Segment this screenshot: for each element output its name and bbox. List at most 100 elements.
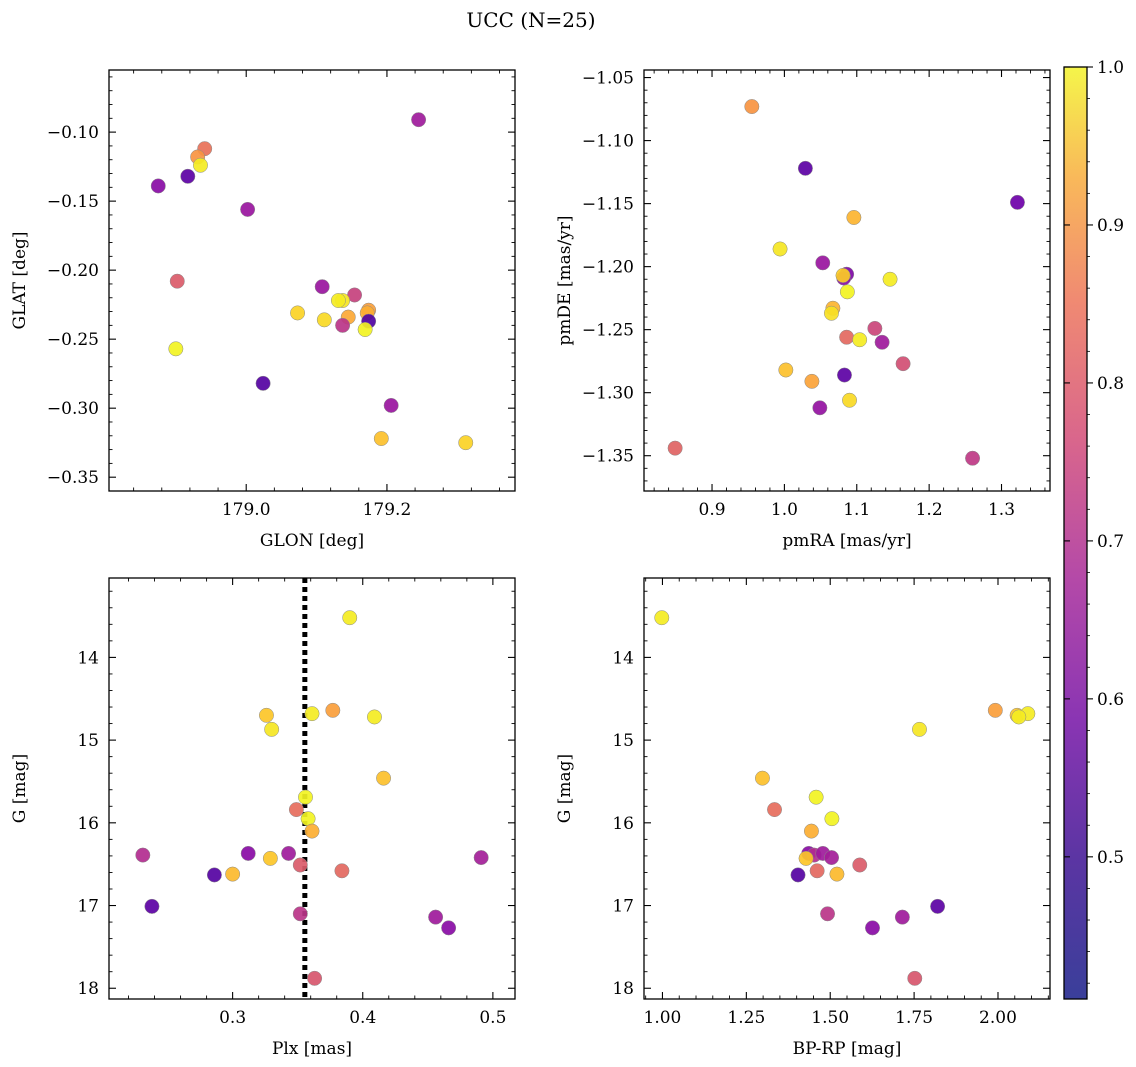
y-tick-label: −1.05: [582, 69, 634, 89]
x-tick-label: 179.0: [222, 500, 271, 520]
colorbar-tick-label: 0.9: [1097, 216, 1124, 236]
data-point: [852, 857, 868, 873]
x-tick-label: 179.2: [363, 500, 412, 520]
data-point: [839, 284, 855, 300]
data-point: [330, 293, 346, 308]
y-tick-label: −0.15: [47, 192, 99, 212]
data-point: [255, 375, 271, 391]
data-point: [798, 850, 814, 866]
panel-2: 0.9 1.0 1.1 1.2 1.3 −1.35 −1.30 −1.25 −1.20 −1.15…: [555, 69, 1051, 551]
data-point: [829, 866, 845, 882]
scatter-points: [135, 610, 489, 986]
data-point: [325, 702, 341, 718]
y-tick-label: 14: [612, 648, 634, 668]
data-point: [824, 850, 840, 866]
y-tick-label: 17: [77, 897, 99, 917]
data-point: [842, 392, 857, 408]
y-tick-label: 17: [612, 897, 634, 917]
axis-ticks: 1.00 1.25 1.50 1.75 2.00 14 15 16 17 18: [612, 578, 1050, 1028]
y-tick-label: −1.30: [582, 384, 634, 404]
plot-frame: [108, 69, 516, 492]
x-tick-label: 1.1: [843, 500, 870, 520]
data-point: [808, 789, 824, 805]
data-point: [803, 823, 819, 839]
data-point: [281, 845, 297, 861]
y-axis-label: G [mag]: [10, 754, 30, 823]
data-point: [240, 845, 256, 861]
data-point: [298, 789, 313, 805]
y-tick-label: −1.20: [582, 258, 634, 278]
data-point: [1011, 709, 1027, 725]
data-point: [292, 906, 308, 922]
axis-ticks: 0.9 1.0 1.1 1.2 1.3 −1.35 −1.30 −1.25 −1.20 −1.15…: [582, 69, 1050, 520]
x-tick-label: 1.0: [771, 500, 798, 520]
x-axis-label: Plx [mas]: [272, 1039, 352, 1059]
panel-4: 1.00 1.25 1.50 1.75 2.00 14 15 16 17 18 BP-RP [mag…: [555, 577, 1051, 1059]
data-point: [334, 863, 350, 879]
x-tick-label: 1.2: [916, 500, 943, 520]
y-tick-label: −1.10: [582, 132, 634, 152]
plot-frame: [643, 69, 1051, 492]
plot-frame: [643, 577, 1051, 1000]
y-tick-label: 18: [612, 979, 634, 999]
y-tick-label: 15: [77, 731, 99, 751]
data-point: [428, 909, 444, 925]
data-point: [300, 811, 316, 827]
colorbar-tick-label: 1.0: [1097, 58, 1124, 78]
panels: 179.0 179.2 −0.35 −0.30 −0.25 −0.20 −0.15 −0.10…: [10, 69, 1051, 1059]
axis-ticks: 179.0 179.2 −0.35 −0.30 −0.25 −0.20 −0.15 −0.10: [47, 70, 515, 520]
data-point: [882, 271, 898, 287]
y-tick-label: −0.35: [47, 468, 99, 488]
x-tick-label: 1.75: [895, 1008, 933, 1028]
data-point: [193, 157, 208, 173]
data-point: [1009, 194, 1025, 210]
data-point: [778, 362, 794, 378]
data-point: [135, 847, 151, 863]
data-point: [837, 367, 852, 383]
data-point: [342, 610, 358, 626]
data-point: [772, 241, 788, 257]
colorbar-tick-label: 0.7: [1097, 532, 1124, 552]
data-point: [304, 706, 320, 722]
x-tick-label: 1.3: [988, 500, 1015, 520]
data-point: [824, 811, 840, 827]
data-point: [225, 866, 241, 882]
data-point: [304, 823, 320, 839]
data-point: [894, 909, 910, 925]
x-tick-label: 0.3: [219, 1008, 246, 1028]
y-tick-label: −0.25: [47, 330, 99, 350]
data-point: [744, 99, 760, 115]
colorbar-tick-label: 0.5: [1097, 848, 1124, 868]
data-point: [288, 802, 304, 818]
data-point: [335, 317, 351, 333]
data-point: [797, 160, 813, 176]
data-point: [240, 201, 256, 217]
data-point: [150, 178, 166, 194]
data-point: [367, 709, 382, 725]
x-tick-label: 0.4: [349, 1008, 376, 1028]
y-tick-label: −0.20: [47, 261, 99, 281]
data-point: [812, 400, 828, 416]
data-point: [316, 312, 332, 328]
data-point: [839, 329, 855, 345]
data-point: [823, 305, 839, 321]
x-tick-label: 0.9: [699, 500, 726, 520]
colorbar: 0.5 0.6 0.7 0.8 0.9 1.0: [1063, 58, 1124, 1000]
x-axis-label: BP-RP [mag]: [793, 1039, 902, 1059]
data-point: [912, 721, 927, 737]
y-tick-label: −1.35: [582, 447, 634, 467]
data-point: [169, 273, 185, 289]
data-point: [835, 268, 851, 283]
y-tick-label: −0.10: [47, 123, 99, 143]
data-point: [373, 431, 389, 446]
data-point: [259, 707, 274, 723]
data-point: [965, 450, 981, 466]
data-point: [264, 721, 280, 737]
x-tick-label: 1.25: [727, 1008, 765, 1028]
data-point: [144, 898, 160, 914]
data-point: [290, 305, 306, 321]
data-point: [292, 857, 308, 873]
data-point: [180, 168, 196, 184]
data-point: [411, 112, 427, 128]
